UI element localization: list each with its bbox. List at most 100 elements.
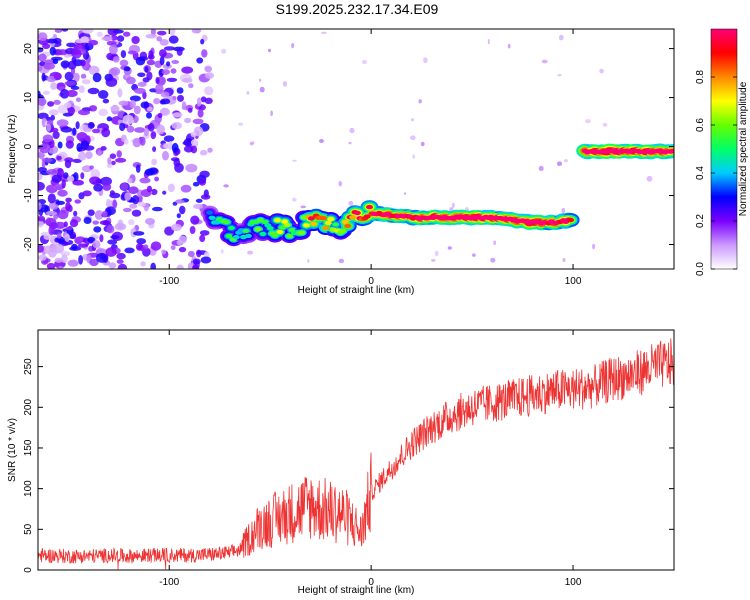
colorbar-tick-label: 0.0 <box>695 262 706 276</box>
spectrogram-x-tick-label: -100 <box>159 276 179 287</box>
heatmap-noise-cell <box>143 244 149 250</box>
heatmap-noise-cell <box>198 178 207 186</box>
heatmap-noise-cell <box>78 85 85 93</box>
heatmap-marks <box>38 29 674 269</box>
heatmap-noise-cell <box>561 207 566 214</box>
heatmap-noise-cell <box>117 35 125 42</box>
heatmap-noise-cell <box>348 141 352 145</box>
heatmap-signal-cell <box>298 230 306 235</box>
heatmap-signal-cell <box>353 210 361 216</box>
heatmap-noise-cell <box>151 158 158 166</box>
heatmap-noise-cell <box>190 139 199 146</box>
heatmap-noise-cell <box>131 36 140 44</box>
heatmap-noise-cell <box>175 199 185 204</box>
heatmap-noise-cell <box>60 60 70 69</box>
heatmap-noise-cell <box>83 145 95 151</box>
heatmap-noise-cell <box>116 252 126 260</box>
heatmap-noise-cell <box>139 136 146 146</box>
heatmap-noise-cell <box>403 192 407 195</box>
heatmap-noise-cell <box>88 65 100 76</box>
heatmap-noise-cell <box>137 201 146 207</box>
heatmap-noise-cell <box>38 47 44 53</box>
colorbar-tick-label: 0.6 <box>695 118 706 132</box>
heatmap-noise-cell <box>93 226 102 233</box>
heatmap-signal-cell <box>344 223 352 229</box>
heatmap-noise-cell <box>85 151 93 160</box>
heatmap-signal-cell <box>281 219 289 224</box>
heatmap-noise-cell <box>156 36 163 42</box>
heatmap-noise-cell <box>87 121 95 129</box>
heatmap-noise-cell <box>199 234 206 243</box>
heatmap-noise-cell <box>107 239 118 245</box>
heatmap-noise-cell <box>38 244 44 253</box>
heatmap-signal-cell <box>341 219 349 225</box>
heatmap-noise-cell <box>490 257 496 263</box>
heatmap-noise-cell <box>270 110 273 117</box>
heatmap-noise-cell <box>38 97 47 106</box>
heatmap-noise-cell <box>562 258 566 262</box>
heatmap-noise-cell <box>111 160 116 166</box>
heatmap-noise-cell <box>142 77 150 83</box>
heatmap-noise-cell <box>107 157 112 165</box>
heatmap-noise-cell <box>78 151 87 161</box>
heatmap-noise-cell <box>67 106 75 116</box>
heatmap-noise-cell <box>146 59 155 66</box>
heatmap-noise-cell <box>45 217 57 227</box>
heatmap-noise-cell <box>116 150 122 158</box>
heatmap-noise-cell <box>152 146 157 153</box>
heatmap-noise-cell <box>140 261 146 267</box>
heatmap-noise-cell <box>107 29 119 36</box>
heatmap-noise-cell <box>178 235 187 244</box>
heatmap-noise-cell <box>92 128 100 134</box>
snr-frame <box>37 329 675 571</box>
heatmap-noise-cell <box>176 264 184 269</box>
heatmap-noise-cell <box>81 29 94 34</box>
heatmap-noise-cell <box>135 164 141 173</box>
heatmap-noise-cell <box>187 107 193 113</box>
heatmap-noise-cell <box>170 245 176 251</box>
heatmap-noise-cell <box>558 34 564 41</box>
heatmap-noise-cell <box>71 49 82 59</box>
heatmap-noise-cell <box>60 126 73 133</box>
heatmap-noise-cell <box>259 86 265 93</box>
heatmap-noise-cell <box>98 108 108 117</box>
heatmap-noise-cell <box>96 252 108 263</box>
heatmap-noise-cell <box>99 220 111 226</box>
heatmap-noise-cell <box>166 61 171 67</box>
heatmap-noise-cell <box>599 68 604 74</box>
heatmap-noise-cell <box>89 176 101 185</box>
spectrogram-x-tick-label: 100 <box>565 276 582 287</box>
heatmap-noise-cell <box>75 121 80 130</box>
heatmap-noise-cell <box>66 226 73 231</box>
heatmap-noise-cell <box>431 259 436 262</box>
heatmap-noise-cell <box>192 118 204 125</box>
heatmap-noise-cell <box>100 146 107 151</box>
spectrogram-x-label: Height of straight line (km) <box>298 285 415 296</box>
heatmap-noise-cell <box>45 210 58 216</box>
heatmap-noise-cell <box>181 77 193 83</box>
heatmap-signal-cell <box>668 148 674 154</box>
heatmap-noise-cell <box>173 158 181 167</box>
heatmap-noise-cell <box>88 39 99 46</box>
heatmap-noise-cell <box>159 107 170 116</box>
heatmap-noise-cell <box>166 77 178 82</box>
heatmap-noise-cell <box>163 142 171 149</box>
snr-x-tick-label: 100 <box>565 577 582 588</box>
heatmap-noise-cell <box>122 207 132 213</box>
heatmap-noise-cell <box>159 39 169 46</box>
heatmap-noise-cell <box>43 234 53 240</box>
figure-title: S199.2025.232.17.34.E09 <box>276 1 439 17</box>
heatmap-signal-cell <box>324 220 332 226</box>
heatmap-noise-cell <box>57 209 69 220</box>
heatmap-noise-cell <box>144 218 156 225</box>
heatmap-noise-cell <box>38 220 44 228</box>
heatmap-noise-cell <box>193 203 204 210</box>
snr-x-tick-label: -100 <box>159 577 179 588</box>
heatmap-noise-cell <box>99 234 104 243</box>
heatmap-noise-cell <box>192 264 200 269</box>
heatmap-signal-cell <box>310 221 318 227</box>
heatmap-noise-cell <box>54 221 66 229</box>
heatmap-signal-cell <box>278 225 286 230</box>
heatmap-noise-cell <box>57 189 68 197</box>
heatmap-signal-cell <box>303 223 310 228</box>
